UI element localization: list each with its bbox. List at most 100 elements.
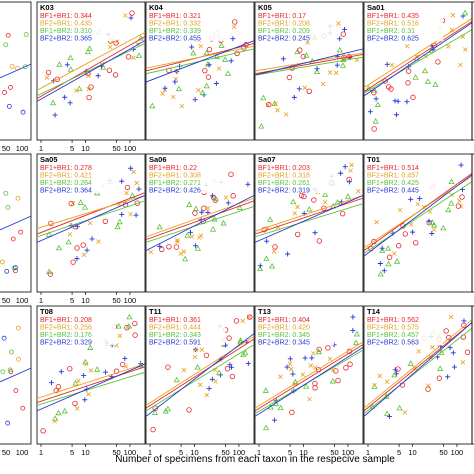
stat-label: BF2+BR1: 0.516 [367,21,419,28]
scatter-point [396,404,403,411]
scatter-point [386,254,393,260]
scatter-point [196,87,201,93]
scatter-point [277,404,284,411]
scatter-point [377,261,383,267]
scatter-point [374,101,381,107]
scatter-point [437,365,444,371]
x-tick-label: 1 [39,448,43,457]
scatter-point [86,86,91,92]
scatter-point [162,85,168,91]
scatter-point [302,355,308,361]
scatter-point [218,42,225,48]
scatter-point [152,405,158,411]
scatter-point [65,238,72,245]
scatter-point [70,259,76,265]
stat-label: BF1+BR2: 0.31 [367,28,415,35]
fit-line [364,322,472,412]
panel-frame [0,305,32,445]
scatter-point [339,210,346,217]
x-tick-label: 5 [179,448,183,457]
scatter-point [62,94,68,100]
scatter-point [84,247,90,253]
scatter-point [429,231,435,236]
scatter-point [236,204,243,210]
stat-label: BF1+BR2: 0.310 [40,28,92,35]
x-tick-label: 1 [148,448,152,457]
stat-label: BF1+BR2: 0.425 [367,180,419,187]
scatter-point [263,255,270,261]
scatter-point [315,348,322,355]
scatter-point [173,376,180,383]
x-tick-label: 5 [70,296,74,305]
scatter-point [175,239,180,245]
fit-line [37,363,145,399]
scatter-point [206,386,212,392]
scatter-point [352,339,360,346]
scatter-point [13,388,19,393]
scatter-point [334,62,340,68]
scatter-point [385,260,392,267]
fit-line [364,29,472,94]
scatter-point [103,369,109,375]
stat-label: BF2+BR2: 0.345 [258,340,310,347]
fit-line [255,203,363,238]
stat-box [256,307,334,345]
scatter-point [297,47,303,53]
scatter-point [312,385,318,391]
scatter-point [16,356,21,362]
scatter-point [450,350,456,356]
scatter-point [116,218,123,225]
scatter-point [287,361,293,366]
scatter-point [18,229,24,235]
stat-label: BF2+BR2: 0.455 [149,36,201,43]
stat-label: BF2+BR2: 0.365 [40,36,92,43]
scatter-point [10,236,16,242]
scatter-point [83,361,89,367]
scatter-point [126,313,133,320]
scatter-point [204,392,209,398]
scatter-point [87,344,94,350]
scatter-point [373,96,379,102]
scatter-point [128,15,134,21]
scatter-point [224,70,232,76]
scatter-point [128,165,134,171]
scatter-point [240,351,247,357]
scatter-point [426,218,432,224]
panel-title: K05 [258,3,272,12]
scatter-point [5,204,11,210]
scatter-point [261,226,268,233]
scatter-point [49,380,55,386]
fit-line [146,338,254,409]
scatter-point [58,369,64,375]
scatter-point [229,373,236,380]
scatter-point [203,352,210,359]
fit-line [146,335,254,406]
scatter-point [446,44,451,49]
scatter-point [0,259,5,265]
scatter-point [84,48,92,55]
stat-label: BF2+BR2: 0.319 [258,188,310,195]
scatter-point [283,112,289,117]
fit-line [255,197,363,235]
scatter-point [117,333,123,339]
stat-label: BF2+BR1: 0.256 [40,325,92,332]
scatter-point [212,195,219,201]
fit-line [255,194,363,243]
scatter-point [440,224,447,231]
scatter-point [173,76,179,82]
fit-line [37,40,145,102]
fit-line [37,31,145,91]
scatter-point [226,335,232,341]
stat-label: BF1+BR1: 0.208 [40,317,92,324]
panel-plot-area [146,19,254,109]
scatter-point [229,364,235,370]
scatter-point [446,334,452,341]
x-tick-label: 50 [221,448,229,457]
stat-label: BF1+BR1: 0.203 [258,165,310,172]
scatter-point [395,366,401,372]
scatter-point [350,314,356,320]
scatter-point [286,74,293,81]
scatter-point [12,265,18,271]
